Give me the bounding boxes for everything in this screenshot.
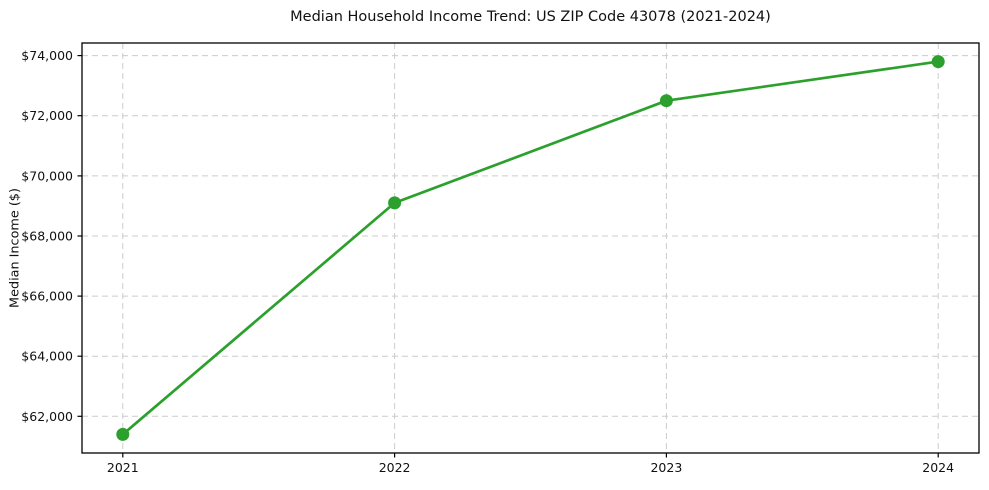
data-point-2022 xyxy=(388,196,402,210)
y-tick-label: $68,000 xyxy=(21,229,73,244)
data-point-2023 xyxy=(659,94,673,108)
y-tick-label: $62,000 xyxy=(21,409,73,424)
data-point-2021 xyxy=(116,427,130,441)
x-tick-label: 2023 xyxy=(650,460,682,475)
x-tick-label: 2022 xyxy=(379,460,411,475)
plot-frame xyxy=(81,42,980,454)
y-tick-label: $64,000 xyxy=(21,349,73,364)
x-tick-label: 2024 xyxy=(922,460,954,475)
y-tick-label: $74,000 xyxy=(21,48,73,63)
income-trend-line xyxy=(121,60,940,436)
x-tick-label: 2021 xyxy=(107,460,139,475)
chart-title: Median Household Income Trend: US ZIP Co… xyxy=(290,9,771,25)
y-tick-label: $72,000 xyxy=(21,108,73,123)
y-tick-label: $70,000 xyxy=(21,168,73,183)
data-point-2024 xyxy=(931,55,945,69)
y-tick-label: $66,000 xyxy=(21,289,73,304)
